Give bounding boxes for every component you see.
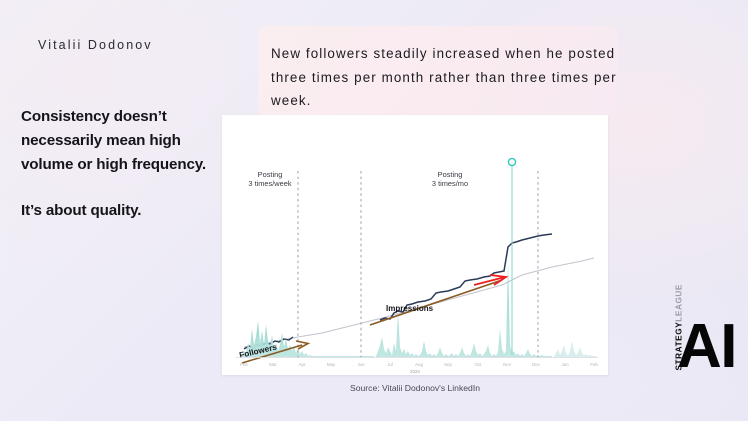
trend-arrow-right-shaft <box>369 279 503 326</box>
followers-line-segment-right <box>379 233 553 321</box>
series-label-impressions: Impressions <box>386 304 434 313</box>
source-caption: Source: Vitalii Dodonov's LinkedIn <box>350 383 480 393</box>
impressions-spikes-tail-faded <box>554 341 596 357</box>
x-tick-5: Jul <box>387 362 393 367</box>
x-tick-7: Sep <box>444 362 452 367</box>
annotation-posting-right-line2: 3 times/mo <box>432 179 468 188</box>
x-tick-8: Oct <box>475 362 483 367</box>
impressions-spikes-right <box>376 263 552 357</box>
followers-line-faded <box>243 257 595 348</box>
lede-line-1: Consistency doesn’t necessarily mean hig… <box>21 108 206 173</box>
x-tick-11: Jan <box>561 362 569 367</box>
x-tick-6: Aug <box>415 362 423 367</box>
x-tick-9: Nov <box>503 362 512 367</box>
x-tick-3: May <box>327 362 336 367</box>
annotation-posting-right-line1: Posting <box>438 170 463 179</box>
chart-svg: Posting 3 times/week Posting 3 times/mo … <box>236 157 598 374</box>
trend-arrow-right-head-shaft <box>473 276 506 286</box>
x-tick-12: Feb <box>590 362 598 367</box>
x-axis-year-label: 2024 <box>410 369 420 374</box>
lede-spacer <box>21 177 226 199</box>
lede-text: Consistency doesn’t necessarily mean hig… <box>21 105 226 223</box>
author-name: Vitalii Dodonov <box>38 38 153 52</box>
chart-card: Posting 3 times/week Posting 3 times/mo … <box>222 115 608 375</box>
x-axis-tick-labels: Feb Mar Apr May Jun Jul Aug Sep Oct Nov … <box>240 362 598 367</box>
x-tick-4: Jun <box>357 362 365 367</box>
peak-marker-icon <box>507 157 517 167</box>
trend-arrow-right-head <box>489 274 509 286</box>
annotation-posting-left-line2: 3 times/week <box>248 179 291 188</box>
brand-logo-mark: AI <box>677 312 738 381</box>
x-tick-10: Dec <box>532 362 541 367</box>
trend-arrow-left-shaft <box>241 344 303 364</box>
annotation-posting-left-line1: Posting <box>258 170 283 179</box>
impressions-spikes-left <box>242 321 374 357</box>
x-tick-1: Mar <box>269 362 277 367</box>
headline-text: New followers steadily increased when he… <box>271 46 617 108</box>
impressions-area <box>242 263 596 357</box>
x-tick-2: Apr <box>299 362 306 367</box>
lede-line-2: It’s about quality. <box>21 202 142 219</box>
x-tick-0: Feb <box>240 362 248 367</box>
headline-panel <box>258 26 618 118</box>
trend-arrow-left-head <box>295 340 311 350</box>
brand-logo: STRATEGYLEAGUE AI <box>661 284 738 392</box>
